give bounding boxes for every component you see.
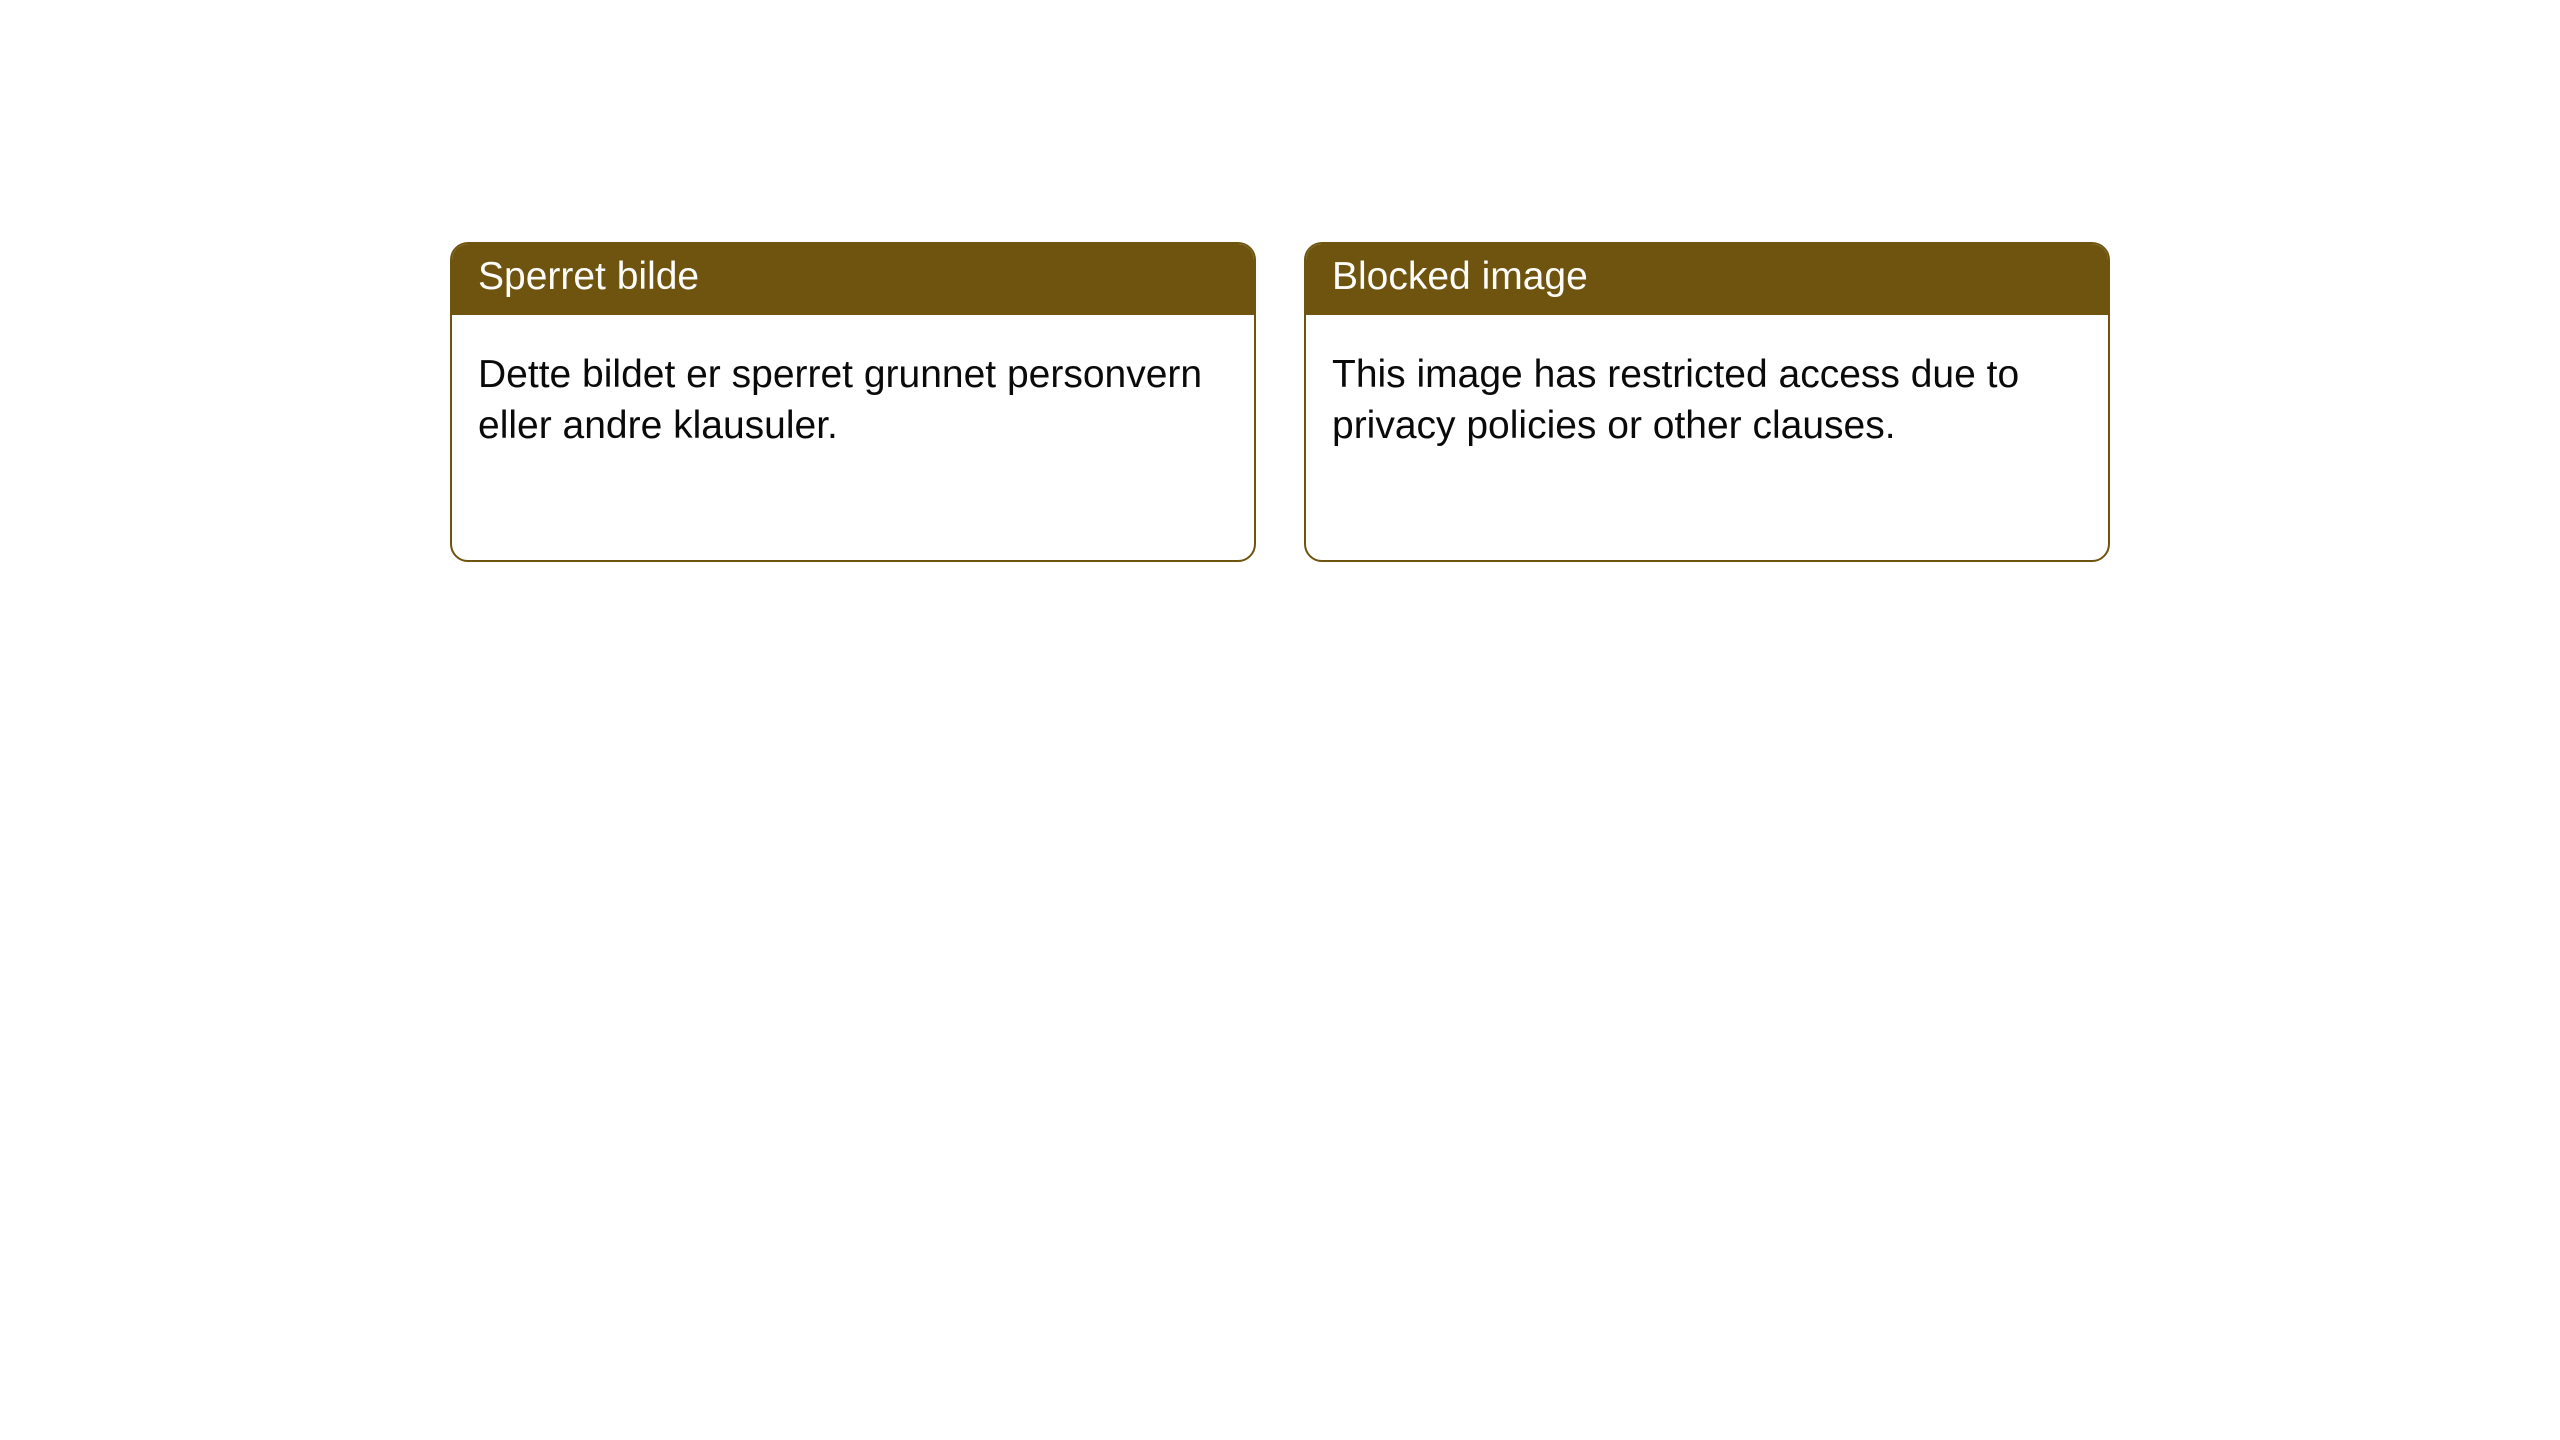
notice-card-en: Blocked image This image has restricted … [1304,242,2110,562]
notice-container: Sperret bilde Dette bildet er sperret gr… [0,0,2560,562]
notice-title-no: Sperret bilde [452,244,1254,315]
notice-title-en: Blocked image [1306,244,2108,315]
notice-body-en: This image has restricted access due to … [1306,315,2108,560]
notice-body-no: Dette bildet er sperret grunnet personve… [452,315,1254,560]
notice-card-no: Sperret bilde Dette bildet er sperret gr… [450,242,1256,562]
